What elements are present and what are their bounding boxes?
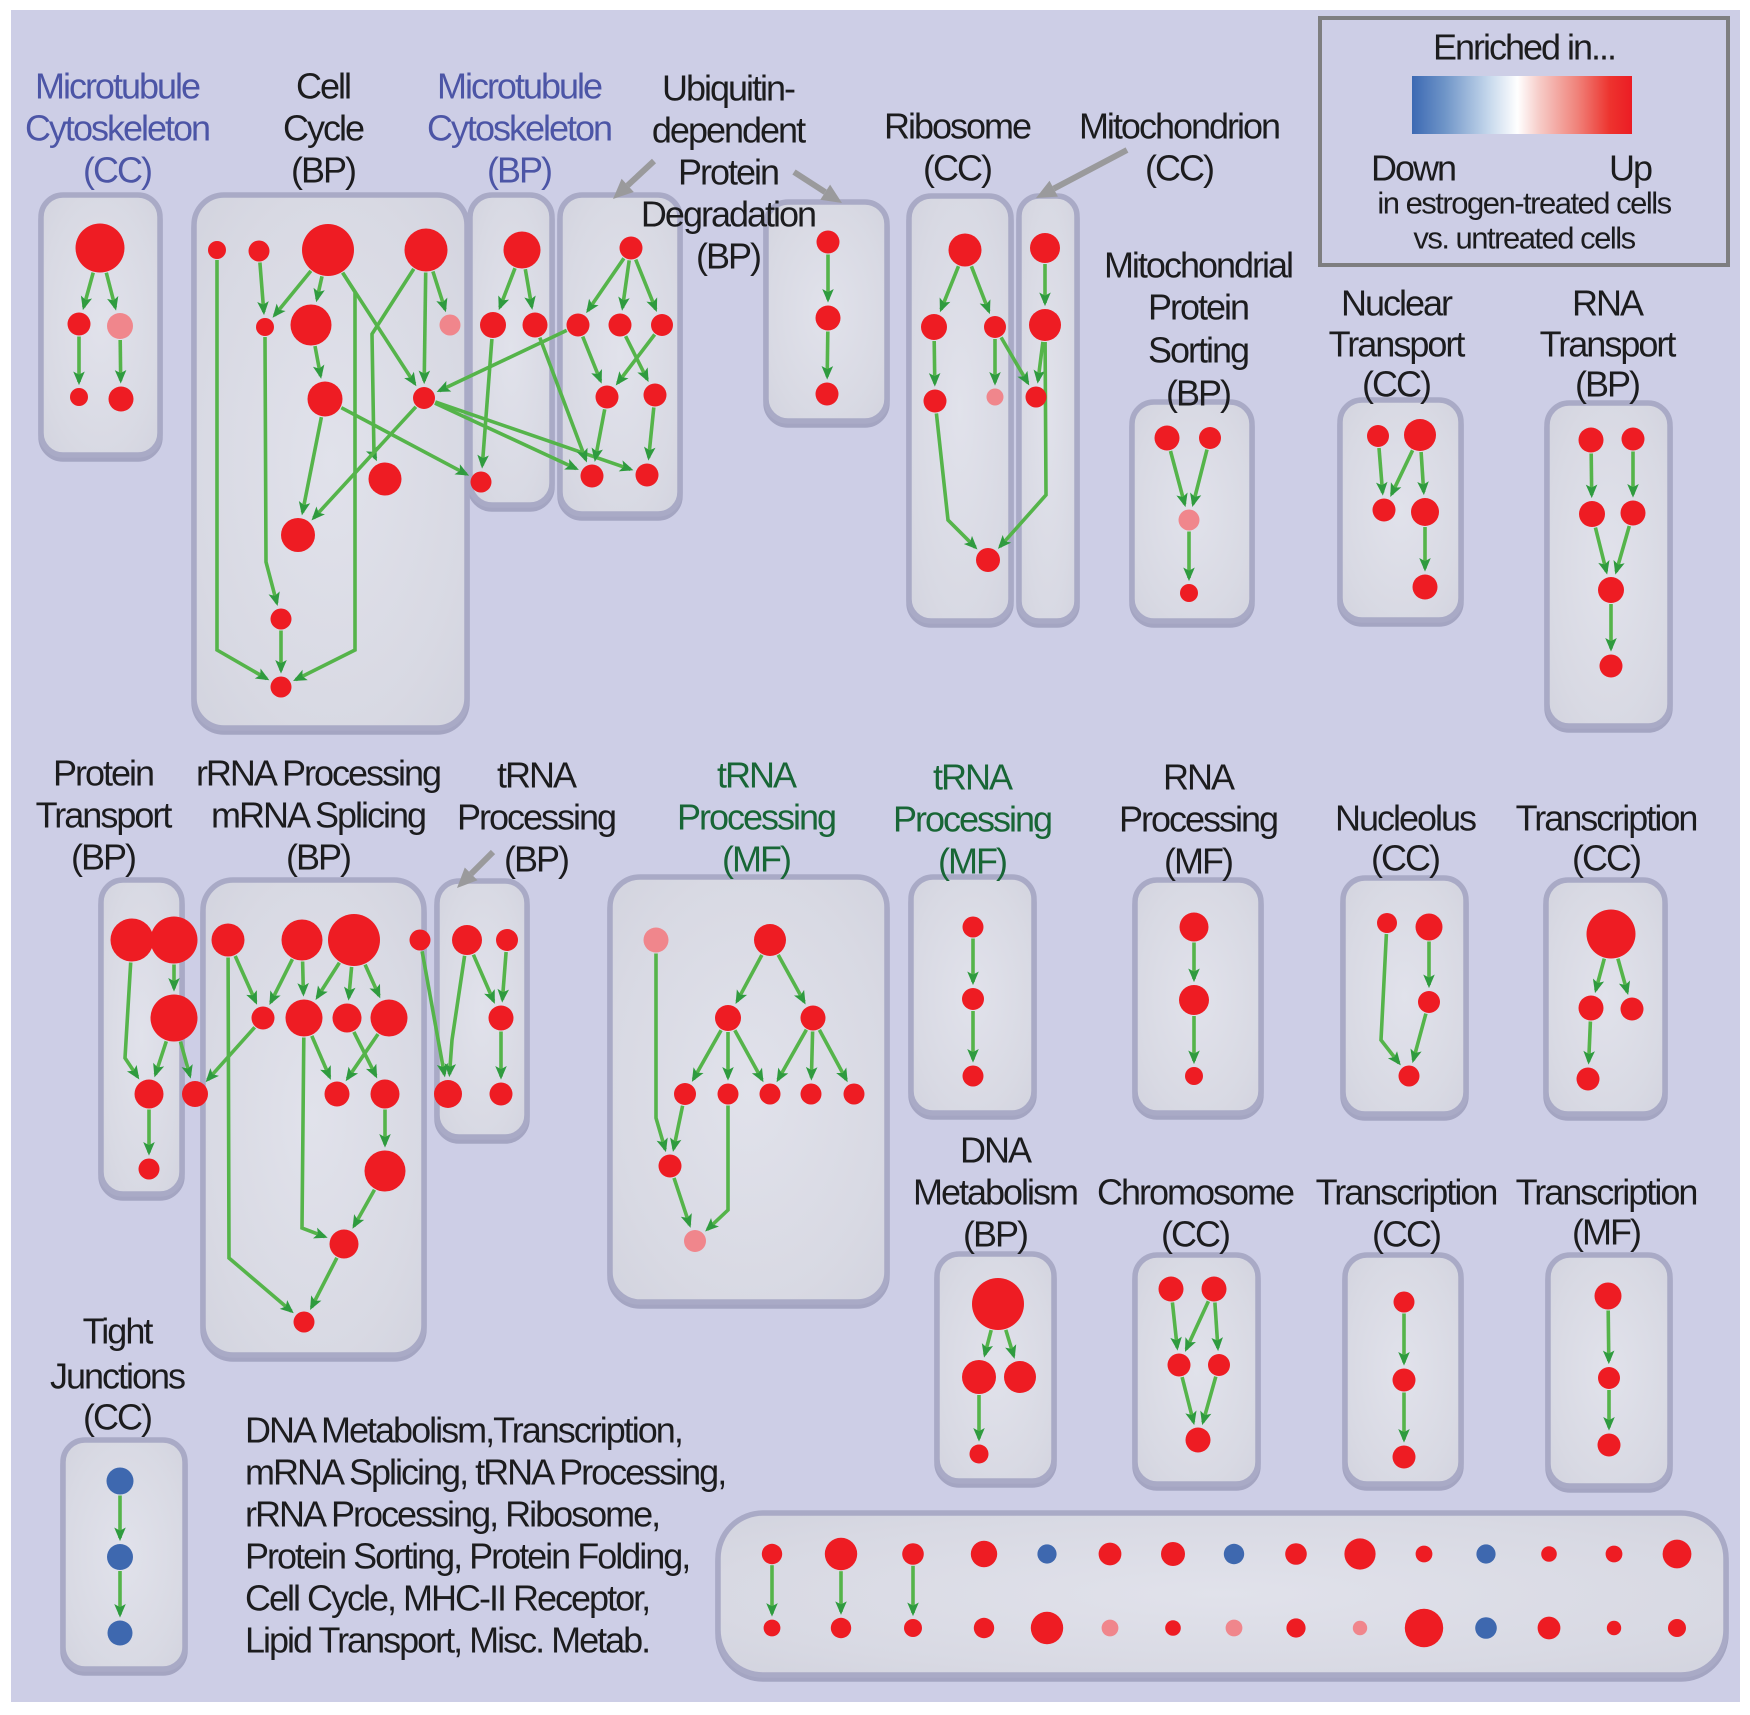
svg-text:(CC): (CC) (1371, 838, 1439, 879)
svg-text:Processing: Processing (1119, 799, 1277, 840)
svg-text:Mitochondrial: Mitochondrial (1104, 245, 1292, 286)
svg-text:Transport: Transport (1540, 324, 1677, 365)
svg-text:rRNA Processing, Ribosome,: rRNA Processing, Ribosome, (245, 1494, 659, 1535)
svg-text:in estrogen-treated cells: in estrogen-treated cells (1377, 186, 1671, 221)
svg-text:(BP): (BP) (1166, 373, 1230, 414)
svg-text:dependent: dependent (652, 110, 806, 151)
svg-text:Cell: Cell (296, 66, 350, 107)
svg-text:(CC): (CC) (1145, 148, 1213, 189)
svg-text:Cytoskeleton: Cytoskeleton (25, 108, 209, 149)
svg-text:tRNA: tRNA (717, 755, 797, 796)
svg-text:(BP): (BP) (696, 236, 760, 277)
svg-text:(CC): (CC) (1372, 1214, 1440, 1255)
svg-text:Nuclear: Nuclear (1341, 283, 1453, 324)
svg-text:vs. untreated cells: vs. untreated cells (1413, 221, 1635, 256)
svg-text:(BP): (BP) (504, 839, 568, 880)
svg-text:Processing: Processing (457, 797, 615, 838)
svg-text:Tight: Tight (83, 1311, 154, 1352)
svg-text:Transcription: Transcription (1516, 1172, 1697, 1213)
svg-text:Ribosome: Ribosome (884, 106, 1031, 147)
svg-text:(CC): (CC) (1362, 364, 1430, 405)
svg-text:(CC): (CC) (83, 150, 151, 191)
svg-text:(BP): (BP) (291, 150, 355, 191)
svg-text:tRNA: tRNA (497, 755, 577, 796)
svg-text:Ubiquitin-: Ubiquitin- (662, 68, 795, 109)
svg-text:(CC): (CC) (83, 1397, 151, 1438)
svg-text:Metabolism: Metabolism (913, 1172, 1077, 1213)
svg-text:Mitochondrion: Mitochondrion (1079, 106, 1279, 147)
svg-text:Protein Sorting, Protein Foldi: Protein Sorting, Protein Folding, (245, 1536, 689, 1577)
svg-text:Transport: Transport (36, 795, 173, 836)
svg-text:Junctions: Junctions (50, 1356, 185, 1397)
svg-text:Transcription: Transcription (1516, 798, 1697, 839)
svg-text:Up: Up (1609, 148, 1652, 189)
svg-text:mRNA Splicing: mRNA Splicing (211, 795, 425, 836)
svg-text:(CC): (CC) (1161, 1214, 1229, 1255)
svg-text:(MF): (MF) (1164, 841, 1232, 882)
svg-text:rRNA Processing: rRNA Processing (196, 753, 440, 794)
svg-text:Processing: Processing (893, 799, 1051, 840)
svg-text:Enriched in...: Enriched in... (1433, 27, 1615, 68)
svg-text:RNA: RNA (1163, 757, 1235, 798)
svg-text:Down: Down (1371, 148, 1455, 189)
svg-text:(MF): (MF) (722, 839, 790, 880)
svg-text:tRNA: tRNA (933, 757, 1013, 798)
svg-text:(CC): (CC) (1572, 838, 1640, 879)
svg-text:Degradation: Degradation (641, 194, 815, 235)
svg-text:Chromosome: Chromosome (1097, 1172, 1294, 1213)
svg-text:Protein: Protein (53, 753, 153, 794)
svg-text:(BP): (BP) (963, 1214, 1027, 1255)
svg-text:(BP): (BP) (286, 837, 350, 878)
svg-text:Microtubule: Microtubule (437, 66, 602, 107)
svg-text:Sorting: Sorting (1148, 330, 1248, 371)
svg-text:DNA Metabolism,Transcription,: DNA Metabolism,Transcription, (245, 1410, 682, 1451)
svg-text:Cycle: Cycle (283, 108, 364, 149)
svg-text:Microtubule: Microtubule (35, 66, 200, 107)
svg-text:RNA: RNA (1572, 283, 1644, 324)
svg-text:(BP): (BP) (487, 150, 551, 191)
svg-text:Nucleolus: Nucleolus (1335, 798, 1476, 839)
svg-text:DNA: DNA (960, 1130, 1032, 1171)
svg-text:(CC): (CC) (923, 148, 991, 189)
svg-text:Cytoskeleton: Cytoskeleton (427, 108, 611, 149)
svg-text:mRNA Splicing, tRNA Processing: mRNA Splicing, tRNA Processing, (245, 1452, 725, 1493)
svg-text:Processing: Processing (677, 797, 835, 838)
svg-text:(BP): (BP) (71, 837, 135, 878)
svg-text:Transport: Transport (1329, 324, 1466, 365)
svg-text:(BP): (BP) (1575, 364, 1639, 405)
svg-text:Cell Cycle, MHC-II Receptor,: Cell Cycle, MHC-II Receptor, (245, 1578, 649, 1619)
svg-text:Lipid Transport, Misc. Metab.: Lipid Transport, Misc. Metab. (245, 1620, 649, 1661)
svg-text:Protein: Protein (678, 152, 778, 193)
svg-text:(MF): (MF) (1572, 1212, 1640, 1253)
svg-text:Protein: Protein (1148, 287, 1248, 328)
svg-text:(MF): (MF) (938, 841, 1006, 882)
svg-text:Transcription: Transcription (1316, 1172, 1497, 1213)
